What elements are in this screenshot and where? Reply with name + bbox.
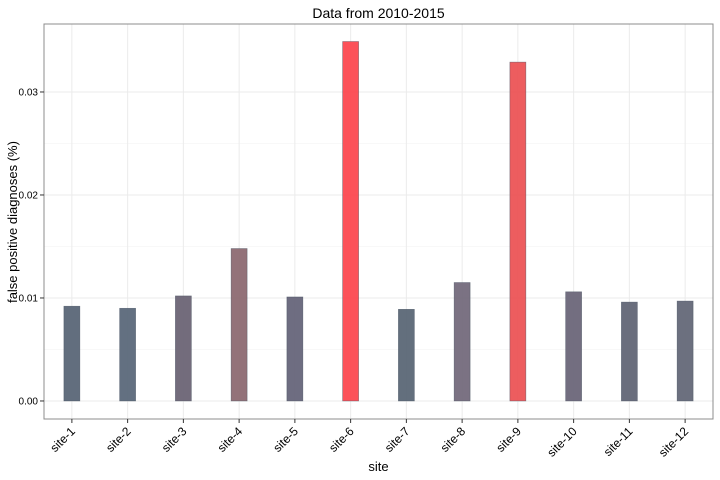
x-tick-label: site-4	[215, 424, 246, 455]
y-tick-label: 0.01	[19, 293, 39, 304]
y-axis-ticks: 0.00 0.01 0.02 0.03	[19, 87, 44, 407]
bar-site-10	[565, 291, 582, 402]
x-tick-label: site-7	[382, 424, 413, 455]
y-tick-label: 0.00	[19, 396, 39, 407]
bar-site-9	[509, 61, 527, 402]
chart-title: Data from 2010-2015	[312, 5, 445, 21]
x-tick-label: site-10	[544, 424, 580, 460]
bar-site-4	[230, 248, 248, 402]
bar-site-1	[63, 305, 81, 402]
x-tick-label: site-5	[270, 424, 301, 455]
y-tick-label: 0.03	[19, 87, 39, 98]
x-tick-label: site-12	[656, 424, 692, 460]
bar-site-11	[621, 301, 638, 402]
bar-site-8	[453, 282, 471, 402]
x-tick-label: site-2	[103, 424, 134, 455]
x-tick-label: site-1	[47, 424, 78, 455]
x-tick-label: site-8	[438, 424, 469, 455]
bar-site-7	[398, 309, 415, 402]
x-tick-label: site-11	[601, 424, 636, 459]
grid-lines	[44, 24, 713, 419]
bars	[63, 41, 694, 402]
bar-site-3	[175, 295, 192, 402]
bar-site-6	[342, 41, 359, 402]
x-axis-ticks: site-1 site-2 site-3 site-4 site-5 site-6 site…	[47, 419, 691, 460]
plot-panel-border	[43, 23, 714, 420]
y-tick-label: 0.02	[19, 190, 39, 201]
x-axis-title: site	[368, 459, 388, 474]
y-axis-title: false positive diagnoses (%)	[5, 141, 20, 303]
x-tick-label: site-3	[159, 424, 190, 455]
bar-site-2	[119, 307, 136, 402]
x-tick-label: site-6	[326, 424, 357, 455]
bar-site-5	[286, 296, 304, 402]
bar-site-12	[676, 300, 694, 402]
x-tick-label: site-9	[493, 424, 524, 455]
